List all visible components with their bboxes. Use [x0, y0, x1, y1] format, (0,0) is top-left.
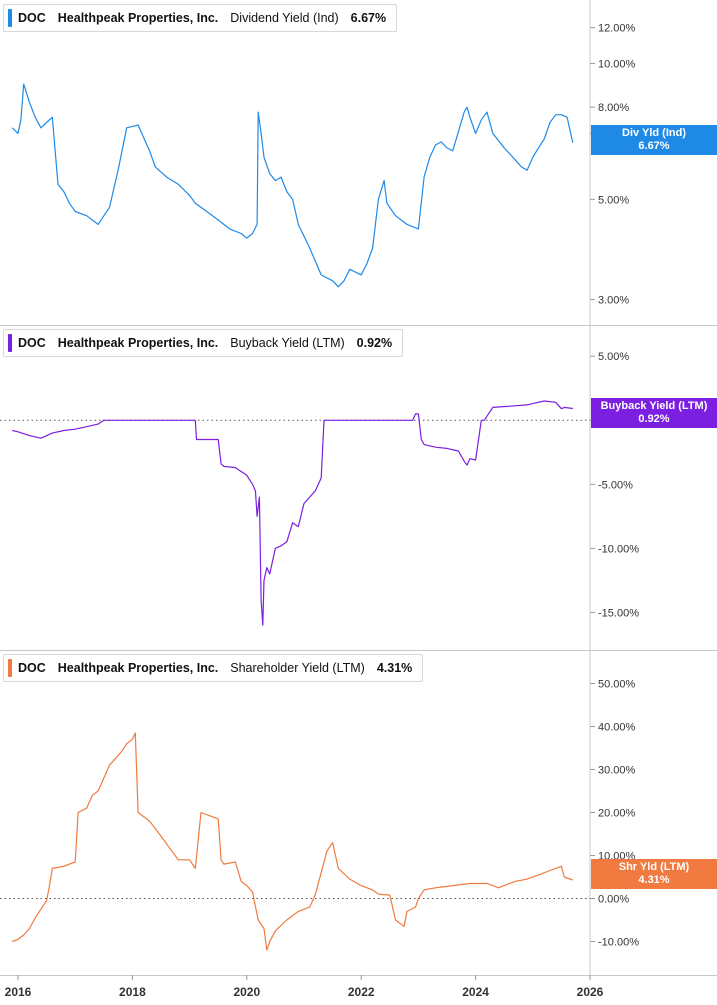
x-tick-label: 2020 — [233, 985, 260, 999]
legend-value: 4.31% — [376, 661, 413, 675]
y-tick-label: 10.00% — [598, 58, 636, 70]
series-line — [12, 400, 573, 626]
y-tick-label: -15.00% — [598, 607, 639, 619]
tag-label: Buyback Yield (LTM) — [600, 400, 708, 412]
legend-value: 6.67% — [350, 11, 387, 25]
x-tick-label: 2024 — [462, 985, 489, 999]
series-line — [11, 83, 574, 288]
legend-company: Healthpeak Properties, Inc. — [57, 661, 219, 675]
legend-ticker: DOC — [18, 336, 46, 350]
y-tick-label: -10.00% — [598, 543, 639, 555]
y-tick-label: 50.00% — [598, 679, 636, 691]
y-tick-label: 0.00% — [598, 894, 629, 906]
series-color-swatch — [8, 334, 12, 352]
x-tick-label: 2026 — [577, 985, 604, 999]
legend-ticker: DOC — [18, 661, 46, 675]
legend-metric: Buyback Yield (LTM) — [230, 336, 345, 350]
y-tick-label: 5.00% — [598, 194, 629, 206]
y-tick-label: 40.00% — [598, 722, 636, 734]
y-tick-label: 3.00% — [598, 294, 629, 306]
series-line — [12, 732, 573, 951]
legend-metric: Dividend Yield (Ind) — [230, 11, 339, 25]
legend-value: 0.92% — [356, 336, 393, 350]
tag-label: Shr Yld (LTM) — [618, 861, 690, 873]
y-tick-label: 30.00% — [598, 765, 636, 777]
x-tick-label: 2016 — [5, 985, 32, 999]
tag-value: 6.67% — [638, 140, 670, 152]
legend-company: Healthpeak Properties, Inc. — [57, 336, 219, 350]
tag-shareholder-yield: Shr Yld (LTM) 4.31% — [591, 859, 717, 889]
legend-company: Healthpeak Properties, Inc. — [57, 11, 219, 25]
x-tick-label: 2022 — [348, 985, 375, 999]
y-tick-label: 8.00% — [598, 102, 629, 114]
legend-buyback-yield: DOC Healthpeak Properties, Inc. Buyback … — [3, 329, 404, 357]
y-tick-label: 12.00% — [598, 23, 636, 35]
legend-ticker: DOC — [18, 11, 46, 25]
y-tick-label: 5.00% — [598, 351, 629, 363]
tag-label: Div Yld (Ind) — [622, 127, 686, 139]
y-tick-label: -10.00% — [598, 937, 639, 949]
y-tick-label: 20.00% — [598, 808, 636, 820]
legend-metric: Shareholder Yield (LTM) — [230, 661, 365, 675]
legend-shareholder-yield: DOC Healthpeak Properties, Inc. Sharehol… — [3, 654, 424, 682]
tag-buyback-yield: Buyback Yield (LTM) 0.92% — [591, 398, 717, 428]
tag-dividend-yield: Div Yld (Ind) 6.67% — [591, 125, 717, 155]
series-color-swatch — [8, 9, 12, 27]
tag-value: 4.31% — [638, 874, 670, 886]
x-tick-label: 2018 — [119, 985, 146, 999]
legend-dividend-yield: DOC Healthpeak Properties, Inc. Dividend… — [3, 4, 398, 32]
y-tick-label: -5.00% — [598, 479, 633, 491]
tag-value: 0.92% — [638, 413, 670, 425]
series-color-swatch — [8, 659, 12, 677]
